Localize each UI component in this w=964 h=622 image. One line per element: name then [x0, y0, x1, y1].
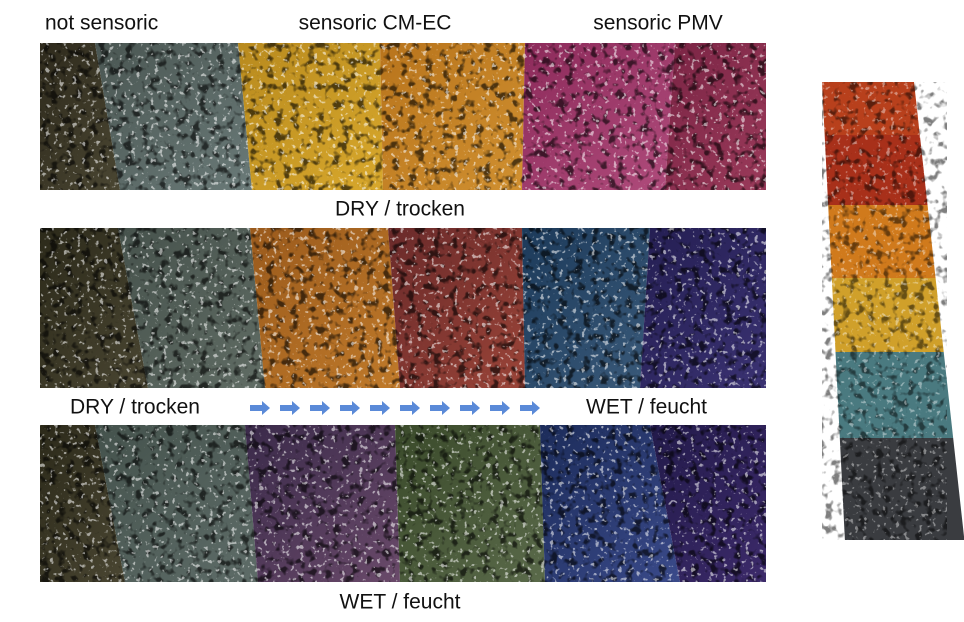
- footer-caption: WET / feucht: [340, 591, 461, 614]
- sparkle: [822, 82, 947, 540]
- sample-row: [40, 228, 766, 388]
- sample-row: [40, 43, 766, 190]
- sparkle: [40, 228, 766, 388]
- arrow: [280, 401, 300, 415]
- arrow: [460, 401, 480, 415]
- arrow: [520, 401, 540, 415]
- arrow: [430, 401, 450, 415]
- sparkle: [40, 425, 766, 582]
- arrow: [490, 401, 510, 415]
- sample-row: [40, 425, 766, 582]
- arrow: [370, 401, 390, 415]
- arrow: [310, 401, 330, 415]
- transition-to: WET / feucht: [586, 396, 707, 419]
- arrow-row: [250, 401, 540, 415]
- sparkle: [40, 43, 766, 190]
- group-label: sensoric PMV: [593, 12, 723, 35]
- transition-from: DRY / trocken: [70, 396, 200, 419]
- group-label: not sensoric: [45, 12, 158, 35]
- row-caption: DRY / trocken: [335, 198, 465, 221]
- arrow: [250, 401, 270, 415]
- color-strip: [822, 82, 964, 540]
- group-label: sensoric CM-EC: [299, 12, 452, 35]
- arrow: [400, 401, 420, 415]
- arrow: [340, 401, 360, 415]
